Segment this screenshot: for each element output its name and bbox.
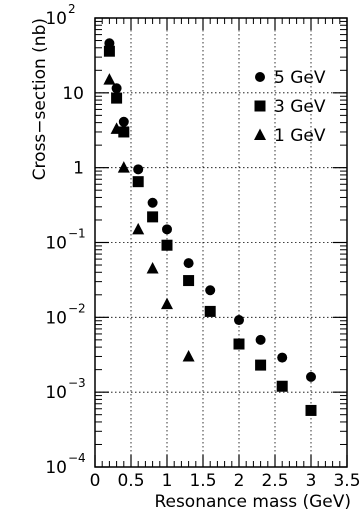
y-tick-exponent: −1 xyxy=(68,227,86,241)
x-tick-label: 1 xyxy=(162,471,173,491)
point-5-gev xyxy=(205,285,216,296)
x-tick-label: 3.5 xyxy=(333,471,360,491)
point-3-gev xyxy=(233,338,245,350)
point-3-gev xyxy=(204,305,216,317)
y-tick-label: 10 2 xyxy=(45,2,75,29)
x-tick-label: 2 xyxy=(234,471,245,491)
point-1-gev xyxy=(146,261,159,274)
point-1-gev xyxy=(182,349,195,362)
y-tick-label: 10 −1 xyxy=(45,227,85,254)
x-axis-label: Resonance mass (GeV) xyxy=(154,492,351,512)
y-tick-exponent: 2 xyxy=(68,2,76,16)
y-tick-exponent: −2 xyxy=(68,301,86,315)
point-3-gev xyxy=(103,45,115,57)
point-3-gev xyxy=(305,404,317,416)
x-tick-label: 0 xyxy=(90,471,101,491)
legend: 5 GeV 3 GeV 1 GeV xyxy=(254,68,326,146)
point-5-gev xyxy=(234,315,244,326)
x-tick-label: 1.5 xyxy=(189,471,216,491)
y-tick-base: 10 xyxy=(45,458,67,478)
point-3-gev xyxy=(183,275,195,287)
y-tick-base: 10 xyxy=(45,308,67,328)
point-1-gev xyxy=(132,222,145,235)
y-tick-base: 1 xyxy=(73,159,84,179)
point-5-gev xyxy=(118,116,129,127)
point-5-gev xyxy=(255,334,266,345)
y-tick-exponent: −3 xyxy=(68,376,86,390)
point-5-gev xyxy=(147,197,158,208)
point-3-gev xyxy=(147,211,159,223)
point-3-gev xyxy=(255,359,267,371)
data-markers xyxy=(103,38,317,416)
point-1-gev xyxy=(103,73,116,85)
point-3-gev xyxy=(111,92,123,104)
y-tick-base: 10 xyxy=(62,84,84,104)
x-tick-label: 2.5 xyxy=(261,471,288,491)
y-tick-base: 10 xyxy=(45,9,67,29)
y-tick-label: 1 xyxy=(73,159,84,179)
point-3-gev xyxy=(276,380,288,392)
legend-label-5-gev: 5 GeV xyxy=(274,68,326,88)
point-3-gev xyxy=(132,176,144,188)
point-1-gev xyxy=(161,297,173,310)
legend-label-3-gev: 3 GeV xyxy=(274,97,326,117)
y-tick-label: 10 −2 xyxy=(45,301,85,328)
x-tick-label: 0.5 xyxy=(117,471,144,491)
y-tick-exponent: −4 xyxy=(68,451,86,465)
point-3-gev xyxy=(161,239,173,251)
y-tick-base: 10 xyxy=(45,234,67,254)
legend-marker-5-gev xyxy=(255,72,265,82)
point-5-gev xyxy=(111,83,122,94)
legend-label-1-gev: 1 GeV xyxy=(274,126,326,146)
point-1-gev xyxy=(110,122,123,134)
y-tick-label: 10 xyxy=(62,84,84,104)
y-axis-label: Cross−section (nb) xyxy=(30,18,50,180)
legend-marker-1-gev xyxy=(254,128,266,140)
point-3-gev xyxy=(118,126,130,138)
x-tick-labels: 0 0.5 1 1.5 2 2.5 3 3.5 xyxy=(90,471,360,491)
x-tick-label: 3 xyxy=(306,471,317,491)
point-5-gev xyxy=(162,224,172,235)
point-5-gev xyxy=(133,164,144,175)
legend-marker-3-gev xyxy=(254,100,266,112)
y-tick-label: 10 −4 xyxy=(45,451,85,478)
point-1-gev xyxy=(117,161,130,173)
y-tick-base: 10 xyxy=(45,383,67,403)
y-tick-label: 10 −3 xyxy=(45,376,85,403)
point-5-gev xyxy=(183,258,194,269)
axis-ticks xyxy=(94,17,348,468)
point-5-gev xyxy=(306,371,316,382)
point-5-gev xyxy=(277,352,288,363)
